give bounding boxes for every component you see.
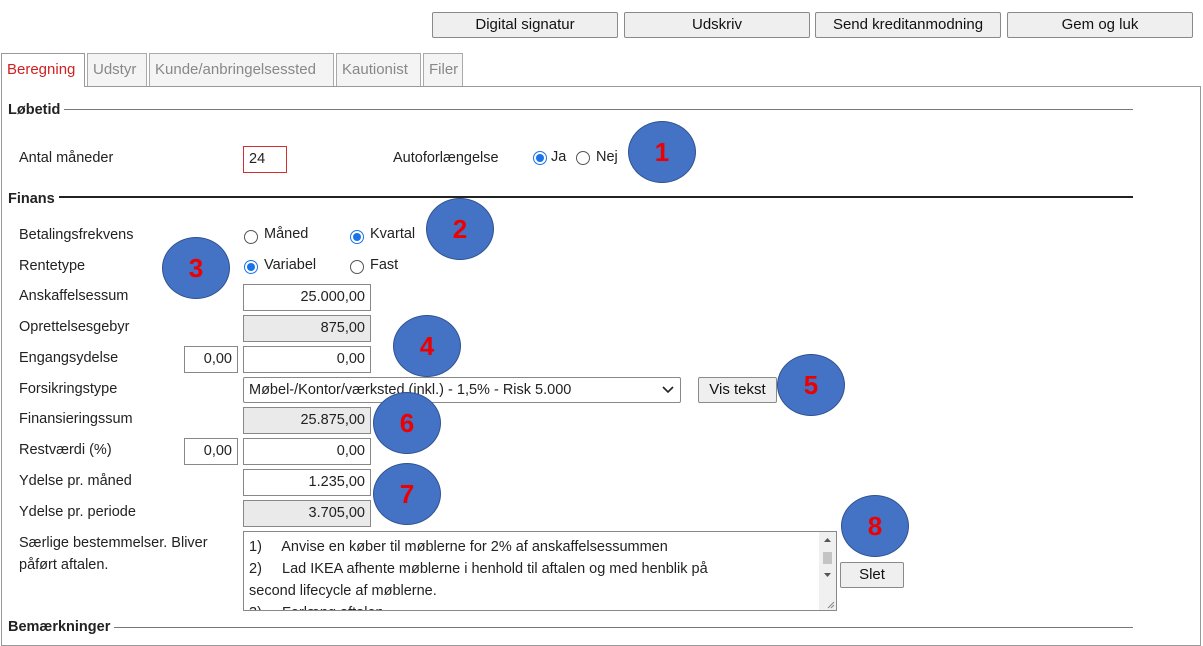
scrollbar[interactable]	[819, 532, 836, 610]
tab[interactable]: Udstyr	[87, 53, 147, 86]
amount-output: 3.705,00	[243, 500, 371, 527]
field-label: Antal måneder	[19, 150, 114, 166]
field-label: Anskaffelsessum	[19, 288, 129, 304]
section-title: Bemærkninger	[8, 617, 115, 637]
callout-badge: 7	[373, 463, 441, 525]
show-text-button[interactable]: Vis tekst	[698, 377, 777, 403]
tab[interactable]: Filer	[423, 53, 463, 86]
callout-badge: 8	[841, 495, 909, 557]
field-label: Ydelse pr. periode	[19, 504, 136, 520]
radio-label: Fast	[370, 257, 399, 273]
radio-label: Ja	[551, 149, 567, 165]
field-label: Restværdi (%)	[19, 442, 112, 458]
select-text: Møbel-/Kontor/værksted (inkl.) - 1,5% - …	[249, 382, 572, 398]
radio[interactable]	[244, 230, 258, 244]
callout-badge: 2	[426, 198, 494, 260]
field-label: Oprettelsesgebyr	[19, 319, 130, 335]
tab[interactable]: Kautionist	[336, 53, 421, 86]
amount-input[interactable]: 1.235,00	[243, 469, 371, 496]
callout-badge: 6	[373, 392, 441, 454]
percent-input[interactable]: 0,00	[184, 438, 238, 465]
toolbar-button[interactable]: Send kreditanmodning	[815, 12, 1001, 38]
section-rule	[8, 627, 1133, 628]
field-label: Ydelse pr. måned	[19, 473, 132, 489]
delete-button[interactable]: Slet	[840, 562, 904, 588]
amount-input[interactable]: 0,00	[243, 346, 371, 373]
radio[interactable]	[350, 260, 364, 274]
field-label: Særlige bestemmelser. Bliver	[19, 535, 208, 551]
section-title: Løbetid	[8, 100, 65, 120]
radio-label: Nej	[596, 149, 618, 165]
field-label: Engangsydelse	[19, 350, 119, 366]
tab[interactable]: Kunde/anbringelsessted	[149, 53, 334, 86]
toolbar-button[interactable]: Udskriv	[624, 12, 810, 38]
radio-label: Kvartal	[370, 226, 416, 242]
callout-badge: 5	[777, 354, 845, 416]
field-label: Autoforlængelse	[393, 150, 499, 166]
radio[interactable]	[576, 151, 590, 165]
toolbar-button[interactable]: Digital signatur	[432, 12, 618, 38]
field-label: Finansieringssum	[19, 411, 133, 427]
text-line: 1) Anvise en køber til møblerne for 2% a…	[249, 539, 668, 555]
field-label: Rentetype	[19, 258, 86, 274]
section-rule	[8, 109, 1133, 110]
radio[interactable]	[533, 151, 547, 165]
field-label: Betalingsfrekvens	[19, 227, 134, 243]
insurance-select[interactable]: Møbel-/Kontor/værksted (inkl.) - 1,5% - …	[243, 377, 681, 403]
amount-input[interactable]: 25.000,00	[243, 284, 371, 311]
scrollbar-arrows	[823, 538, 835, 609]
section-rule	[8, 196, 1133, 198]
months-input[interactable]: 24	[243, 146, 287, 173]
radio-label: Måned	[264, 226, 309, 242]
tab[interactable]: Beregning	[1, 53, 85, 87]
radio[interactable]	[350, 230, 364, 244]
amount-input[interactable]: 0,00	[243, 438, 371, 465]
radio[interactable]	[244, 260, 258, 274]
amount-output: 875,00	[243, 315, 371, 342]
radio-label: Variabel	[264, 257, 317, 273]
text-line: 2) Lad IKEA afhente møblerne i henhold t…	[249, 561, 708, 577]
amount-output: 25.875,00	[243, 407, 371, 434]
field-label: Forsikringstype	[19, 381, 118, 397]
text-line: 3) Forlæng aftalen	[249, 602, 814, 610]
section-title: Finans	[8, 189, 59, 209]
percent-input[interactable]: 0,00	[184, 346, 238, 373]
text-line: second lifecycle af møblerne.	[249, 583, 437, 599]
callout-badge: 4	[393, 315, 461, 377]
toolbar-button[interactable]: Gem og luk	[1007, 12, 1193, 38]
callout-badge: 1	[628, 121, 696, 183]
field-label: påført aftalen.	[19, 557, 109, 573]
special-textarea[interactable]: 1) Anvise en køber til møblerne for 2% a…	[243, 531, 837, 611]
callout-badge: 3	[162, 237, 230, 299]
select-arrow	[662, 386, 674, 394]
